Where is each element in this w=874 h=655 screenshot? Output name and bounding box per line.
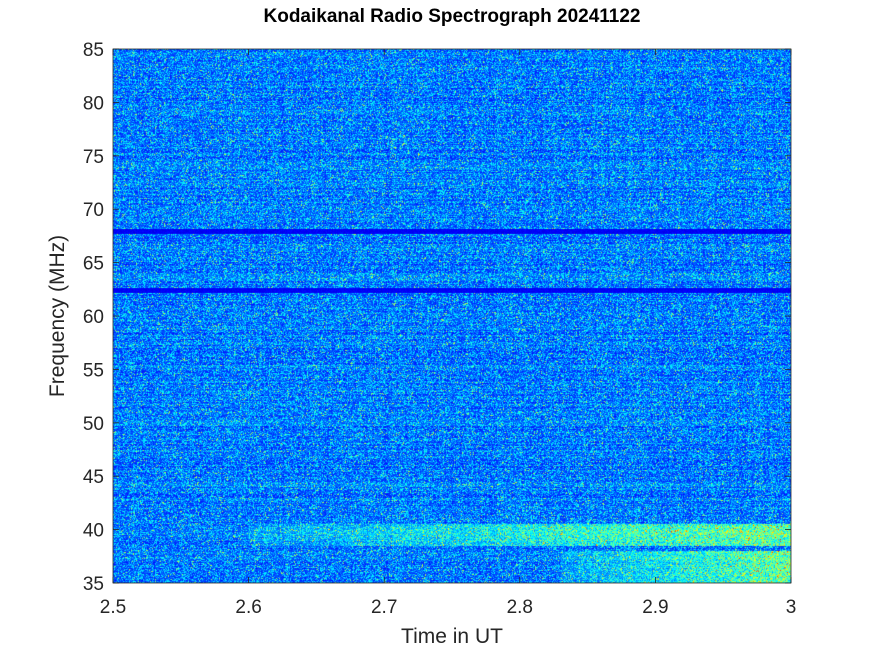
x-axis-ticks: 2.5 2.6 2.7 2.8 2.9 3 — [100, 49, 797, 618]
y-axis-label: Frequency (MHz) — [46, 235, 69, 397]
x-axis-label: Time in UT — [401, 625, 503, 648]
y-tick-label: 50 — [83, 414, 104, 435]
y-tick-label: 45 — [83, 467, 104, 488]
y-tick-label: 75 — [83, 147, 104, 168]
y-tick-label: 65 — [83, 254, 104, 275]
x-tick-label: 3 — [786, 597, 797, 618]
x-tick-label: 2.5 — [100, 597, 126, 618]
y-tick-label: 60 — [83, 307, 104, 328]
plot-area — [112, 48, 792, 584]
x-tick-label: 2.8 — [507, 597, 533, 618]
x-tick-label: 2.7 — [371, 597, 397, 618]
y-tick-label: 70 — [83, 200, 104, 221]
y-tick-label: 35 — [83, 574, 104, 595]
y-tick-label: 80 — [83, 93, 104, 114]
x-tick-label: 2.9 — [642, 597, 668, 618]
spectrogram-heatmap — [113, 49, 791, 583]
chart-title: Kodaikanal Radio Spectrograph 20241122 — [264, 6, 641, 27]
y-tick-label: 55 — [83, 360, 104, 381]
x-tick-label: 2.6 — [235, 597, 261, 618]
y-tick-label: 40 — [83, 521, 104, 542]
y-axis-ticks: 35 40 45 50 55 60 65 70 75 80 85 — [83, 40, 791, 595]
y-tick-label: 85 — [83, 40, 104, 61]
